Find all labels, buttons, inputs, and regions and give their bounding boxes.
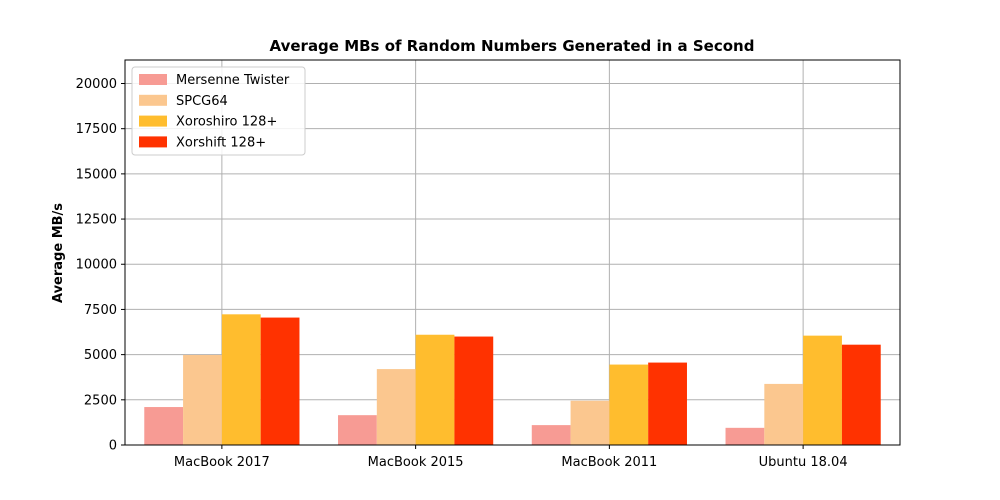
legend-label: Xorshift 128+ (176, 135, 266, 150)
axes: 0 2500 5000 7500 10000 12500 15000 17500 20000 Ma… (76, 59, 901, 470)
x-tick-label: MacBook 2017 (174, 455, 270, 470)
legend-label: Xoroshiro 128+ (176, 115, 277, 130)
bar (221, 314, 261, 445)
bar (648, 362, 687, 445)
bar (609, 364, 649, 445)
y-axis-label: Average MB/s (51, 203, 66, 303)
bar (764, 383, 804, 445)
bar (415, 334, 455, 445)
legend-swatch (139, 94, 167, 106)
bar (841, 344, 881, 445)
legend-swatch (139, 136, 167, 148)
y-tick-label: 20000 (76, 77, 117, 92)
legend-label: Mersenne Twister (176, 73, 290, 88)
x-tick-label: MacBook 2015 (368, 455, 464, 470)
bar (454, 336, 494, 445)
legend-box (131, 66, 306, 156)
legend-label: SPCG64 (176, 94, 228, 109)
legend-swatch (139, 74, 167, 85)
bar (803, 335, 842, 445)
y-tick-label: 15000 (76, 167, 117, 182)
y-tick-label: 12500 (76, 213, 117, 228)
y-tick-label: 2500 (84, 393, 117, 408)
bar (260, 317, 300, 445)
bar (531, 425, 571, 445)
x-tick-label: MacBook 2011 (561, 455, 657, 470)
y-tick-label: 7500 (84, 303, 117, 318)
bar (338, 415, 377, 445)
y-tick-label: 10000 (76, 258, 117, 273)
bar (144, 407, 184, 445)
x-tick-label: Ubuntu 18.04 (759, 455, 848, 470)
legend: Mersenne Twister SPCG64 Xoroshiro 128+ Xors… (131, 66, 306, 156)
y-tick-label: 0 (109, 439, 117, 454)
bar (725, 427, 765, 445)
y-tick-label: 17500 (76, 122, 117, 137)
y-tick-label: 5000 (84, 348, 117, 363)
bar (183, 354, 222, 445)
bar (570, 400, 610, 445)
legend-swatch (139, 115, 167, 127)
bars (144, 314, 881, 445)
bar (376, 369, 416, 445)
chart-title: Average MBs of Random Numbers Generated … (270, 37, 755, 55)
plot-frame (124, 59, 901, 446)
